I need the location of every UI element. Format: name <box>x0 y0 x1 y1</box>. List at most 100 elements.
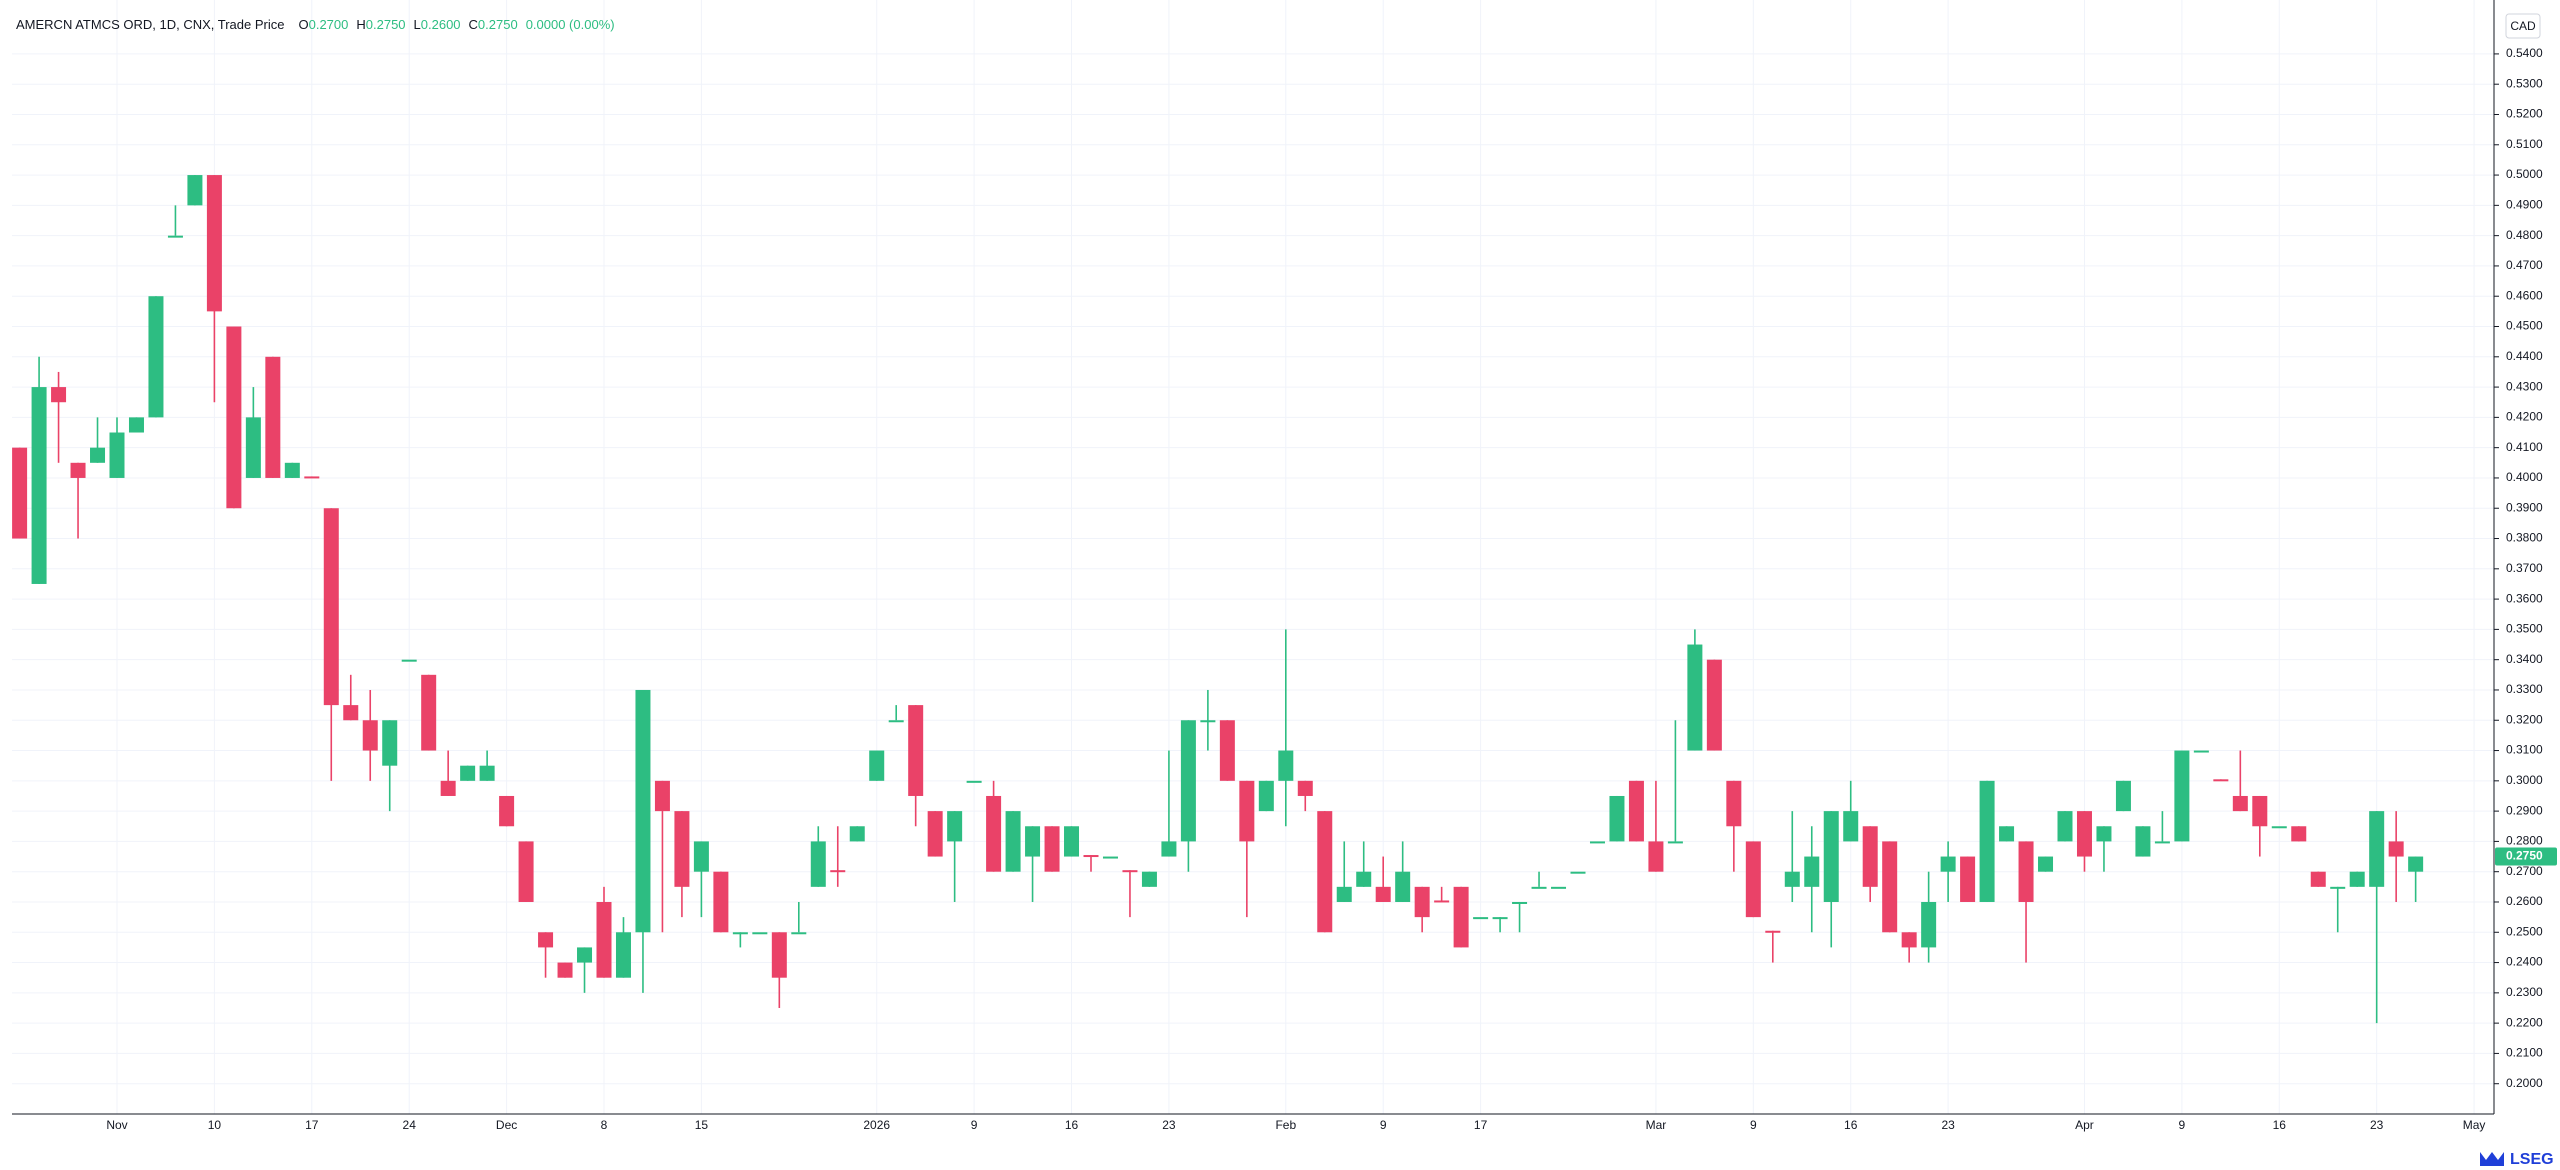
candle-body <box>343 705 359 721</box>
candle-body <box>1609 795 1625 842</box>
legend-value: 0.2750 <box>366 17 406 32</box>
y-tick-label: 0.4700 <box>2506 258 2543 272</box>
legend-key: C <box>469 17 478 32</box>
y-tick-label: 0.3900 <box>2506 500 2543 514</box>
y-tick-label: 0.4500 <box>2506 319 2543 333</box>
legend-key: L <box>414 17 421 32</box>
candle-body <box>460 765 476 781</box>
y-tick-label: 0.4800 <box>2506 228 2543 242</box>
candle-body <box>1258 780 1274 812</box>
y-tick-label: 0.5200 <box>2506 107 2543 121</box>
candle-body <box>1589 841 1605 844</box>
candle-body <box>1122 870 1138 873</box>
candle-body <box>440 780 456 796</box>
candle-body <box>323 508 339 706</box>
candle-body <box>1628 780 1644 842</box>
candle-body <box>1375 886 1391 902</box>
y-tick-label: 0.4300 <box>2506 379 2543 393</box>
currency: CAD <box>2510 19 2536 33</box>
y-tick-label: 0.3800 <box>2506 531 2543 545</box>
y-tick-label: 0.5100 <box>2506 137 2543 151</box>
candle-body <box>1726 780 1742 827</box>
candle-body <box>1784 871 1800 887</box>
candle-body <box>577 947 593 963</box>
candle-body <box>2310 871 2326 887</box>
candle-body <box>518 841 534 902</box>
candle-body <box>2291 826 2307 842</box>
grid-layer <box>12 0 2494 1114</box>
x-tick-label: 16 <box>2273 1118 2287 1132</box>
y-tick-label: 0.2500 <box>2506 924 2543 938</box>
candle-body <box>2135 826 2151 857</box>
candle-body <box>1395 871 1411 902</box>
candle-body <box>966 780 982 783</box>
legend: AMERCN ATMCS ORD, 1D, CNX, Trade Price O0… <box>16 17 615 32</box>
candle-layer <box>12 175 2424 1024</box>
candle-body <box>1492 917 1508 920</box>
x-tick-label: 17 <box>305 1118 319 1132</box>
legend-key: H <box>356 17 365 32</box>
candle-body <box>1317 811 1333 933</box>
candle-body <box>2096 826 2112 842</box>
candle-body <box>1453 886 1469 948</box>
x-tick-label: Feb <box>1275 1118 1296 1132</box>
candle-body <box>128 417 144 433</box>
candle-body <box>1473 917 1489 920</box>
x-tick-label: 16 <box>1844 1118 1858 1132</box>
candle-body <box>693 841 709 872</box>
candle-body <box>713 871 729 933</box>
candle-body <box>830 870 846 873</box>
candle-body <box>1161 841 1177 857</box>
x-tick-label: 23 <box>1941 1118 1955 1132</box>
candle-body <box>1200 720 1216 723</box>
legend-value: 0.2600 <box>421 17 461 32</box>
candle-body <box>1979 780 1995 902</box>
candle-body <box>1005 811 1021 872</box>
candle-body <box>1940 856 1956 872</box>
candle-body <box>596 901 612 978</box>
candle-body <box>70 462 86 478</box>
x-tick-label: 16 <box>1065 1118 1079 1132</box>
candle-body <box>1102 856 1118 859</box>
candle-body <box>2076 811 2092 857</box>
x-tick-label: May <box>2463 1118 2486 1132</box>
candle-body <box>1180 720 1196 842</box>
x-tick-label: Apr <box>2075 1118 2094 1132</box>
candle-body <box>226 326 242 509</box>
axis-layer: 0.5400 0.5300 0.5200 0.5100 0.5000 0.4900 0.48… <box>106 46 2557 1132</box>
x-tick-label: 9 <box>971 1118 978 1132</box>
y-tick-label: 0.2300 <box>2506 985 2543 999</box>
candle-body <box>1278 750 1294 781</box>
candle-body <box>615 932 631 978</box>
candle-body <box>51 387 67 403</box>
candle-body <box>557 962 573 978</box>
candle-body <box>1512 901 1528 904</box>
candle-body <box>382 720 398 766</box>
candle-body <box>2213 779 2229 782</box>
candle-body <box>109 432 125 478</box>
x-tick-label: 23 <box>1162 1118 1176 1132</box>
candle-body <box>1025 826 1041 857</box>
candle-body <box>2193 750 2209 753</box>
candle-body <box>771 932 787 978</box>
candle-body <box>479 765 495 781</box>
candle-body <box>986 795 1002 872</box>
candle-body <box>421 674 437 751</box>
candle-body <box>2252 795 2268 827</box>
candle-body <box>2388 841 2404 857</box>
candle-body <box>849 826 865 842</box>
candle-body <box>1356 871 1372 887</box>
y-tick-label: 0.3100 <box>2506 743 2543 757</box>
x-tick-label: 10 <box>208 1118 222 1132</box>
candle-body <box>1960 856 1976 902</box>
candle-body <box>1064 826 1080 857</box>
y-tick-label: 0.3700 <box>2506 561 2543 575</box>
y-tick-label: 0.3000 <box>2506 773 2543 787</box>
y-tick-label: 0.2900 <box>2506 803 2543 817</box>
candle-body <box>2038 856 2054 872</box>
candle-body <box>2174 750 2190 842</box>
candle-body <box>927 811 943 857</box>
candle-body <box>1745 841 1761 918</box>
y-tick-label: 0.3300 <box>2506 682 2543 696</box>
legend-title: AMERCN ATMCS ORD, 1D, CNX, Trade Price <box>16 17 284 32</box>
